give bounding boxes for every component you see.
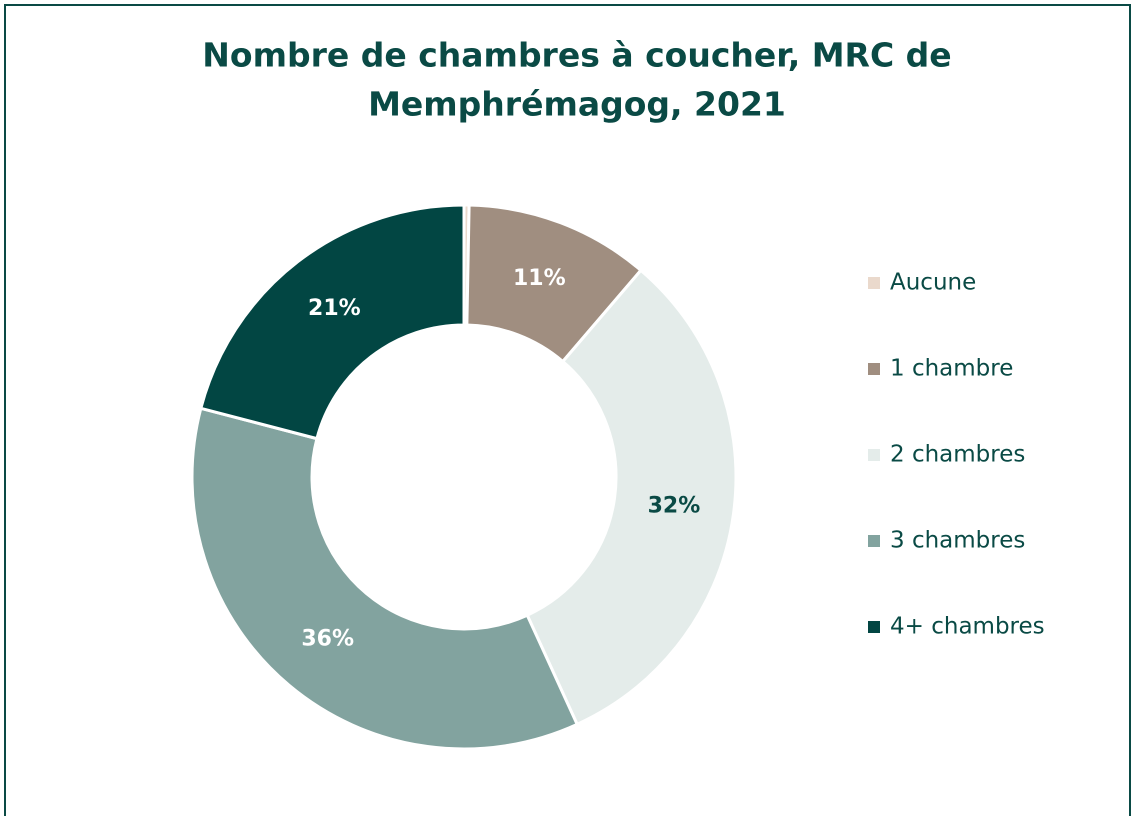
legend-label: 3 chambres [890,528,1025,554]
chart-title: Memphrémagog, 2021 [368,85,786,124]
data-label: 21% [308,296,361,321]
chart-title: Nombre de chambres à coucher, MRC de [202,36,951,75]
legend-label: 2 chambres [890,442,1025,468]
data-label: 11% [513,266,566,291]
legend-swatch [868,621,880,633]
data-label: 32% [648,493,701,518]
legend-label: 4+ chambres [890,614,1045,640]
legend-label: Aucune [890,270,976,296]
donut-slice [525,268,738,727]
legend-swatch [868,363,880,375]
legend-swatch [868,449,880,461]
legend-label: 1 chambre [890,356,1013,382]
data-label: 36% [301,626,354,651]
donut-slice [190,406,580,751]
donut-slice [198,203,466,441]
legend-swatch [868,535,880,547]
legend-swatch [868,277,880,289]
